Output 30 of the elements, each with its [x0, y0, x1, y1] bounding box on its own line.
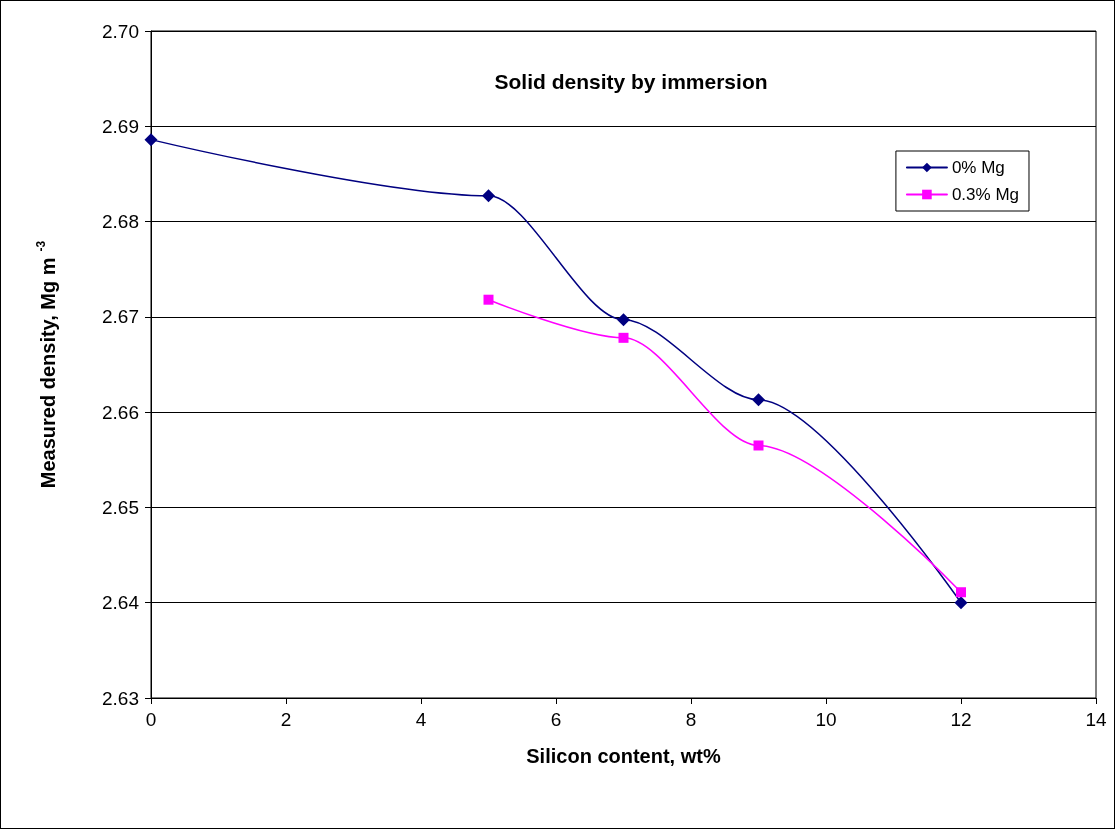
y-tick-label: 2.67	[102, 306, 139, 328]
y-tick-label: 2.63	[102, 687, 139, 709]
point	[618, 332, 629, 343]
point	[752, 393, 765, 407]
text: Solid density by immersion	[494, 70, 768, 93]
point	[617, 313, 630, 327]
legend-label: 0% Mg	[951, 158, 1005, 177]
y-tick-label: 2.64	[102, 592, 140, 614]
x-tick-label: 4	[415, 709, 427, 730]
x-axis-title: Silicon content, wt%	[526, 745, 721, 767]
x-tick-label: 10	[815, 709, 837, 730]
x-tick-label: 2	[280, 709, 292, 730]
point	[753, 440, 764, 451]
y-tick-label: 2.70	[102, 20, 139, 42]
x-tick-label: 6	[550, 709, 562, 730]
x-tick-label: 14	[1085, 709, 1107, 730]
y-tick-label: 2.69	[102, 115, 139, 137]
x-tick-label: 12	[950, 709, 972, 730]
y-tick-label: 2.65	[102, 496, 139, 518]
y-tick-label: 2.66	[102, 401, 139, 423]
legend-label: 0.3% Mg	[951, 185, 1020, 204]
y-tick-label: 2.68	[102, 211, 139, 233]
point	[144, 133, 158, 147]
point	[954, 596, 968, 610]
x-tick-label: 0	[145, 709, 157, 730]
x-tick-label: 8	[685, 709, 697, 730]
point	[956, 587, 966, 598]
y-axis-title: Measured density, Mg m-3	[34, 240, 59, 489]
point	[483, 294, 494, 305]
point	[482, 189, 495, 203]
